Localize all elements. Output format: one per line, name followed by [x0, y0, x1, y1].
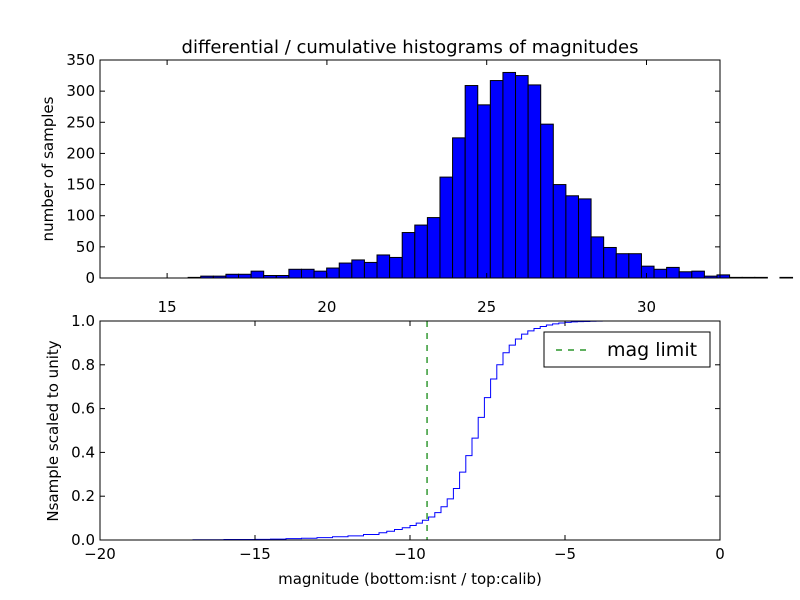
histogram-bar [527, 84, 542, 279]
histogram-y-tick-label: 300 [66, 82, 95, 100]
figure-title: differential / cumulative histograms of … [182, 37, 639, 58]
cumulative-x-tick-label: 0 [715, 545, 725, 563]
histogram-bar [250, 270, 265, 279]
histogram-bar [716, 274, 731, 279]
histogram-y-tick-label: 100 [66, 207, 95, 225]
histogram-bar [401, 232, 416, 279]
cumulative-y-tick-label: 1.0 [71, 312, 95, 330]
histogram-bar [238, 273, 252, 279]
histogram-bar [565, 195, 579, 279]
histogram-bar [615, 253, 630, 279]
histogram-y-axis-label: number of samples [39, 96, 57, 241]
histogram-x-tick-label: 15 [158, 298, 177, 316]
histogram-y-ticks: 0 50 100 150 200 250 300 350 [66, 51, 720, 287]
histogram-bar [313, 270, 328, 279]
histogram-y-tick-label: 150 [66, 176, 95, 194]
histogram-bar [603, 246, 617, 279]
histogram-y-tick-label: 200 [66, 144, 95, 162]
histogram-bar [477, 104, 491, 279]
histogram-bar [426, 217, 441, 279]
histogram-panel: 15 20 25 30 0 50 100 150 200 250 300 350 number of… [39, 51, 794, 316]
cumulative-y-axis-label: Nsample scaled to unity [44, 340, 62, 521]
histogram-bar [439, 176, 454, 279]
histogram-bar [590, 236, 605, 279]
histogram-x-tick-label: 30 [637, 298, 656, 316]
cumulative-x-tick-label: −10 [394, 545, 426, 563]
histogram-x-tick-label: 25 [477, 298, 496, 316]
histogram-y-tick-label: 50 [76, 238, 95, 256]
histogram-bar [351, 259, 365, 279]
histogram-bar [389, 256, 403, 279]
legend: mag limit [543, 331, 711, 368]
histogram-bar [779, 276, 794, 279]
histogram-bar [754, 276, 768, 279]
histogram-bar [678, 271, 693, 279]
histogram-bar [414, 224, 428, 279]
cumulative-step-line [100, 320, 721, 541]
histogram-bar [452, 137, 466, 279]
histogram-y-tick-label: 0 [85, 269, 95, 287]
histogram-bar [464, 85, 479, 279]
cumulative-panel: −20 −15 −10 −5 0 0.0 0.2 0.4 0.6 0.8 1.0 magnitud… [44, 312, 725, 588]
histogram-x-ticks: 15 20 25 30 [158, 60, 656, 316]
cumulative-y-tick-label: 0.8 [71, 356, 95, 374]
histogram-bar [376, 254, 391, 279]
cumulative-line [100, 320, 721, 541]
histogram-bar [489, 80, 504, 279]
histogram-frame [99, 59, 721, 279]
histogram-bar [640, 265, 655, 279]
histogram-bar [288, 268, 302, 279]
cumulative-y-ticks: 0.0 0.2 0.4 0.6 0.8 1.0 [71, 312, 720, 549]
histogram-bar [515, 75, 529, 279]
histogram-bar [552, 184, 567, 279]
histogram-bar [540, 123, 554, 279]
histogram-bar [628, 253, 642, 279]
histogram-y-tick-label: 350 [66, 51, 95, 69]
histogram-bar [691, 270, 705, 279]
cumulative-x-tick-label: −15 [239, 545, 271, 563]
legend-entry-mag-limit: mag limit [607, 339, 697, 361]
cumulative-x-tick-label: −20 [84, 545, 116, 563]
histogram-bar [326, 267, 340, 279]
cumulative-y-tick-label: 0.0 [71, 531, 95, 549]
histogram-bar [577, 198, 592, 279]
histogram-bar [363, 261, 378, 279]
cumulative-x-axis-label: magnitude (bottom:isnt / top:calib) [278, 570, 542, 588]
histogram-bar [666, 266, 680, 279]
cumulative-y-tick-label: 0.6 [71, 400, 95, 418]
histogram-bar [225, 273, 240, 279]
histogram-bar [338, 262, 353, 279]
histogram-bar [653, 268, 668, 279]
histogram-bar [502, 71, 517, 279]
cumulative-y-tick-label: 0.2 [71, 487, 95, 505]
histogram-bar [729, 276, 743, 279]
cumulative-y-tick-label: 0.4 [71, 443, 95, 461]
cumulative-x-tick-label: −5 [554, 545, 576, 563]
histogram-bar [741, 276, 756, 279]
cumulative-x-ticks: −20 −15 −10 −5 0 [84, 321, 725, 563]
histogram-bar [300, 268, 315, 279]
histogram-x-tick-label: 20 [317, 298, 336, 316]
histogram-y-tick-label: 250 [66, 113, 95, 131]
